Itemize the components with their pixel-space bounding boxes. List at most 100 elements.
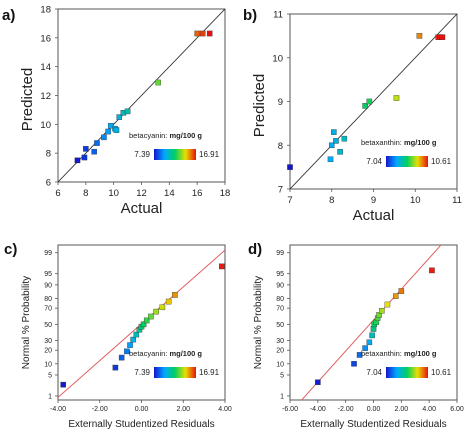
data-point xyxy=(127,342,133,348)
legend-variable: betaxanthin: xyxy=(361,349,404,358)
y-axis-title: Normal % Probability xyxy=(253,276,264,369)
legend-max: 10.61 xyxy=(431,368,452,377)
data-point xyxy=(315,379,321,386)
y-tick-label: 95 xyxy=(44,271,52,278)
legend-color-bar xyxy=(386,156,428,167)
panel-label: d) xyxy=(248,241,262,258)
y-tick-label: 11 xyxy=(273,10,283,21)
data-point xyxy=(81,154,88,161)
y-tick-label: 14 xyxy=(40,62,51,73)
data-point xyxy=(155,79,161,86)
y-tick-label: 7 xyxy=(278,185,283,196)
legend-min: 7.39 xyxy=(134,368,150,377)
legend-min: 7.04 xyxy=(366,157,382,166)
y-axis-title: Predicted xyxy=(19,68,36,131)
x-axis-title: Actual xyxy=(353,207,395,224)
x-tick-label: -2.00 xyxy=(338,406,354,413)
y-tick-label: 70 xyxy=(276,306,284,313)
y-tick-label: 10 xyxy=(272,53,283,64)
data-point xyxy=(140,321,147,328)
x-tick-label: 11 xyxy=(452,195,462,206)
panel-label: c) xyxy=(4,241,17,258)
x-tick-label: 6 xyxy=(55,188,60,199)
data-point xyxy=(333,138,339,144)
legend-unit: mg/100 g xyxy=(404,138,437,147)
y-tick-label: 20 xyxy=(44,348,52,355)
x-tick-label: 6.00 xyxy=(450,406,464,413)
data-point xyxy=(362,103,368,109)
y-tick-label: 1 xyxy=(48,393,52,400)
legend-variable: betacyanin: xyxy=(129,349,169,358)
y-tick-label: 10 xyxy=(276,361,284,368)
x-tick-label: 2.00 xyxy=(176,406,190,413)
data-point xyxy=(113,127,120,133)
x-tick-label: 16 xyxy=(192,188,203,199)
y-tick-label: 18 xyxy=(40,5,51,16)
data-point xyxy=(148,313,154,320)
x-tick-label: 10 xyxy=(410,195,421,206)
data-point xyxy=(194,30,200,37)
data-point xyxy=(366,339,373,346)
legend-variable: betacyanin: xyxy=(129,131,169,140)
data-point xyxy=(83,146,89,152)
y-tick-label: 5 xyxy=(280,372,284,379)
x-axis-title: Externally Studentized Residuals xyxy=(68,419,214,430)
data-point xyxy=(362,345,368,351)
y-tick-label: 70 xyxy=(44,306,52,313)
y-tick-label: 9 xyxy=(278,97,283,108)
data-point xyxy=(337,149,343,155)
y-tick-label: 8 xyxy=(278,141,283,152)
data-point xyxy=(105,128,111,135)
y-tick-label: 10 xyxy=(44,361,52,368)
chart-panel-1: 6 8 10 12 14 16 18 6 8 10 12 14 16 18 Actual Predicted b… xyxy=(19,5,230,218)
legend-color-bar xyxy=(154,149,196,160)
y-tick-label: 80 xyxy=(276,296,284,303)
data-point xyxy=(101,134,107,141)
y-tick-label: 30 xyxy=(276,338,284,345)
data-point xyxy=(124,348,130,355)
diagonal-fit-line xyxy=(290,14,457,189)
data-point xyxy=(94,140,100,146)
data-point xyxy=(116,114,123,120)
y-tick-label: 50 xyxy=(44,322,52,329)
data-point xyxy=(376,312,382,318)
data-point xyxy=(118,354,125,361)
y-tick-label: 16 xyxy=(40,33,51,44)
legend-unit: mg/100 g xyxy=(404,349,437,358)
data-point xyxy=(429,267,435,274)
x-tick-label: 8 xyxy=(329,195,334,206)
x-tick-label: 7 xyxy=(287,195,292,206)
x-tick-label: 4.00 xyxy=(422,406,436,413)
data-point xyxy=(165,298,172,305)
legend-max: 16.91 xyxy=(199,368,220,377)
data-point xyxy=(341,135,348,142)
y-tick-label: 20 xyxy=(276,348,284,355)
y-tick-label: 95 xyxy=(276,271,284,278)
data-point xyxy=(133,331,140,338)
data-point xyxy=(366,98,373,105)
panel-label: a) xyxy=(2,7,15,24)
x-tick-label: 18 xyxy=(220,188,231,199)
data-point xyxy=(159,304,166,311)
data-point xyxy=(392,293,399,299)
data-point xyxy=(206,30,213,37)
x-tick-label: 2.00 xyxy=(395,406,409,413)
data-point xyxy=(153,308,159,315)
x-tick-label: 8 xyxy=(83,188,88,199)
x-axis-title: Actual xyxy=(121,200,163,217)
legend-color-bar xyxy=(154,367,196,378)
y-axis-title: Normal % Probability xyxy=(21,276,32,369)
x-tick-label: -6.00 xyxy=(282,406,298,413)
x-tick-label: -4.00 xyxy=(50,406,66,413)
legend-title: betacyanin: mg/100 g xyxy=(129,131,202,140)
y-tick-label: 90 xyxy=(276,282,284,289)
y-tick-label: 8 xyxy=(46,149,51,160)
legend-max: 10.61 xyxy=(431,157,452,166)
legend-min: 7.04 xyxy=(366,368,382,377)
x-tick-label: 14 xyxy=(164,188,175,199)
normal-reference-line xyxy=(300,245,442,400)
data-point xyxy=(356,352,363,358)
legend-unit: mg/100 g xyxy=(169,131,202,140)
x-tick-label: 10 xyxy=(108,188,119,199)
